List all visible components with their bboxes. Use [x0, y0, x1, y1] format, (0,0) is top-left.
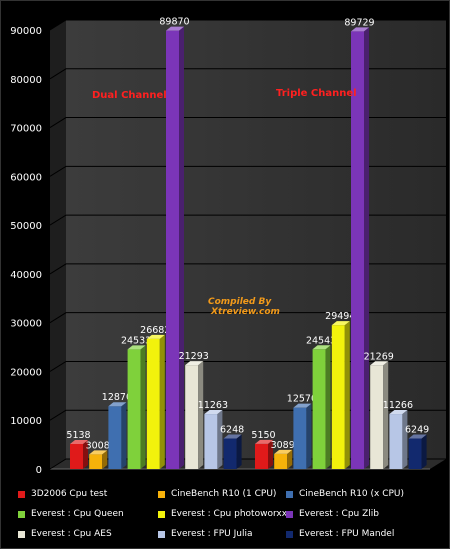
legend-item: 3D2006 Cpu test	[18, 489, 107, 499]
bar	[146, 334, 165, 469]
data-label: 89870	[159, 17, 189, 28]
bar	[108, 402, 127, 469]
legend-item: Everest : FPU Julia	[158, 529, 253, 539]
legend-swatch	[18, 530, 25, 538]
data-label: 21293	[179, 351, 209, 362]
annotation: Triple Channel	[276, 88, 357, 99]
legend-item: Everest : Cpu photoworxx	[158, 509, 287, 519]
gridline	[49, 165, 446, 177]
y-tick-label: 0	[36, 465, 42, 476]
legend-item: Everest : FPU Mandel	[286, 529, 394, 539]
legend-item: CineBench R10 (1 CPU)	[158, 489, 276, 499]
legend-label: Everest : Cpu Zlib	[299, 509, 380, 519]
y-axis: 0 10000 20000 30000 40000 50000 60000 70000 8000…	[10, 26, 42, 476]
legend-item: Everest : Cpu AES	[18, 529, 112, 539]
legend-label: Everest : FPU Julia	[171, 529, 253, 539]
data-label: 3089	[271, 440, 295, 451]
data-label: 6248	[220, 425, 244, 436]
legend-label: Everest : Cpu AES	[31, 529, 112, 539]
bar	[370, 361, 389, 469]
gridline	[49, 263, 446, 275]
bar	[204, 410, 223, 469]
bar	[223, 434, 242, 469]
data-label: 29494	[325, 311, 355, 322]
data-label: 5138	[66, 430, 90, 441]
bar	[389, 410, 408, 469]
bar	[70, 439, 88, 469]
y-tick-label: 10000	[10, 416, 42, 427]
data-label: 11263	[198, 400, 228, 411]
data-label: 11266	[383, 400, 413, 411]
side-wall	[50, 20, 66, 469]
y-tick-label: 60000	[10, 172, 42, 183]
gridline	[49, 68, 446, 80]
y-tick-label: 20000	[10, 367, 42, 378]
data-label: 24543	[306, 335, 336, 346]
legend-label: Everest : Cpu Queen	[31, 509, 124, 519]
bar	[166, 26, 184, 469]
legend-item: Everest : Cpu Zlib	[286, 509, 379, 519]
gridline	[49, 117, 446, 128]
bar	[255, 439, 273, 469]
annotation: Compiled By	[208, 297, 272, 307]
data-label: 24533	[121, 335, 151, 346]
data-label: 3008	[86, 440, 110, 451]
y-tick-label: 70000	[10, 124, 42, 135]
y-tick-label: 50000	[10, 221, 42, 232]
legend-swatch	[158, 490, 165, 498]
data-label: 21269	[364, 351, 394, 362]
bar	[127, 345, 146, 469]
bar	[274, 449, 293, 469]
legend-item: Everest : Cpu Queen	[18, 509, 124, 519]
legend-swatch	[18, 490, 25, 498]
data-label: 12870	[102, 392, 132, 403]
legend-swatch	[18, 510, 25, 518]
data-label: 12570	[287, 394, 317, 405]
legend-swatch	[158, 510, 165, 518]
y-tick-label: 30000	[10, 319, 42, 330]
legend-label: Everest : FPU Mandel	[299, 529, 395, 539]
legend-label: 3D2006 Cpu test	[31, 489, 108, 499]
legend-item: CineBench R10 (x CPU)	[286, 489, 404, 499]
y-tick-label: 40000	[10, 270, 42, 281]
gridline	[49, 312, 446, 324]
legend-label: Everest : Cpu photoworxx	[171, 509, 288, 519]
annotation: Xtreview.com	[210, 307, 280, 317]
gridline	[49, 214, 446, 226]
bar	[408, 434, 427, 469]
bar	[293, 403, 312, 469]
legend-label: CineBench R10 (x CPU)	[299, 489, 405, 499]
y-tick-label: 80000	[10, 75, 42, 86]
bar	[331, 321, 350, 469]
legend-label: CineBench R10 (1 CPU)	[171, 489, 277, 499]
data-label: 6249	[405, 425, 429, 436]
y-tick-label: 90000	[10, 26, 42, 37]
gridline	[49, 19, 446, 31]
legend-swatch	[158, 530, 165, 538]
legend-swatch	[286, 530, 293, 538]
bar	[89, 450, 108, 469]
annotations: Dual Channel Triple Channel Compiled ByXtr…	[92, 88, 357, 317]
data-label: 5150	[251, 430, 275, 441]
data-label: 89729	[344, 17, 374, 28]
annotation: Dual Channel	[92, 90, 167, 101]
bar	[312, 345, 331, 469]
legend-swatch	[286, 510, 293, 518]
data-label: 26682	[140, 325, 170, 336]
bar	[185, 361, 204, 469]
legend-swatch	[286, 490, 293, 498]
bar	[351, 27, 369, 470]
